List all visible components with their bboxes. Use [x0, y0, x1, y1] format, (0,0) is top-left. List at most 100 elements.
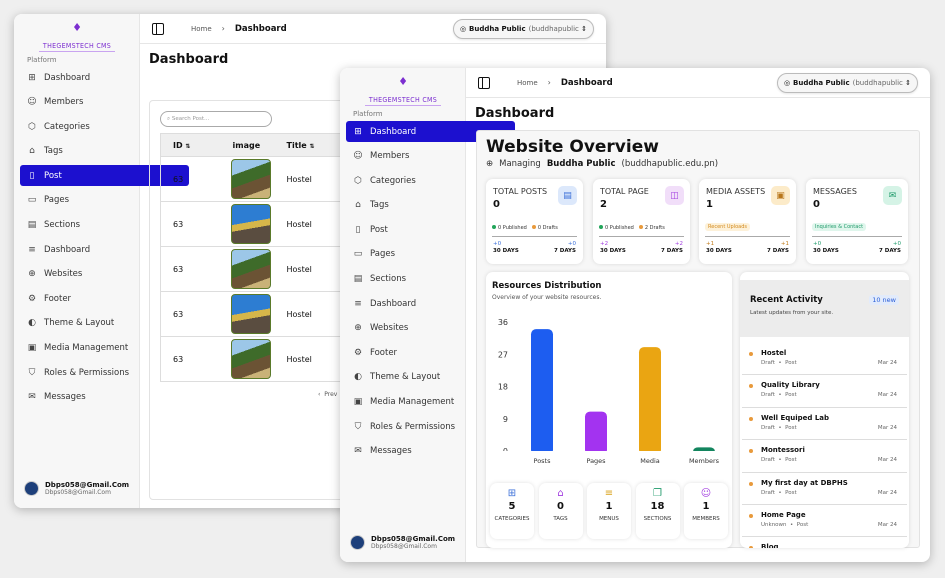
sidebar-item-label: Footer: [370, 347, 398, 358]
bar-media[interactable]: [639, 347, 661, 455]
sidebar-item-websites[interactable]: ⊕ Websites: [346, 318, 460, 339]
activity-item[interactable]: Hostel Draft • Post Mar 24: [742, 343, 907, 376]
breadcrumb-home[interactable]: Home: [517, 78, 538, 87]
page-title: Dashboard: [149, 52, 229, 67]
sidebar-item-theme-layout[interactable]: ◐ Theme & Layout: [20, 313, 134, 334]
breadcrumb-home[interactable]: Home: [191, 24, 212, 33]
cell-id: 63: [160, 336, 221, 382]
count-card-members[interactable]: ☺ 1 MEMBERS: [684, 483, 728, 539]
column-id[interactable]: ID ⇅: [160, 133, 221, 157]
pages-icon: ▭: [27, 195, 37, 206]
sidebar-item-label: Websites: [370, 323, 409, 334]
post-thumbnail: [230, 204, 271, 244]
search-input[interactable]: ⌕ Search Post...: [160, 111, 272, 127]
sidebar-item-pages[interactable]: ▭ Pages: [20, 190, 134, 211]
bar-pages[interactable]: [585, 411, 607, 455]
sidebar-toggle-icon[interactable]: [152, 22, 164, 35]
stat-value: 0: [493, 199, 500, 210]
avatar: [350, 535, 365, 550]
user-profile[interactable]: Dbps058@Gmail.Com Dbps058@Gmail.Com: [350, 535, 455, 550]
sidebar-item-footer[interactable]: ⚙ Footer: [20, 288, 134, 309]
activity-item[interactable]: Home Page Unknown • Post Mar 24: [742, 505, 907, 538]
gem-icon: ♦: [398, 75, 408, 88]
sidebar-item-media-management[interactable]: ▣ Media Management: [20, 338, 134, 359]
sidebar-item-sections[interactable]: ▤ Sections: [346, 269, 460, 290]
layout-icon: ◫: [665, 186, 684, 205]
stat-card-messages[interactable]: MESSAGES 0 ✉ Inquiries & Contact +0 30 DAY…: [806, 179, 908, 264]
website-overview: Website Overview ⊕ Managing Buddha Public(…: [476, 130, 920, 548]
mail-icon: ✉: [354, 446, 362, 457]
sidebar-item-theme-layout[interactable]: ◐ Theme & Layout: [346, 367, 460, 388]
sidebar-item-categories[interactable]: ⬡ Categories: [346, 170, 460, 191]
post-thumbnail: [230, 249, 271, 289]
sidebar-item-tags[interactable]: ⌂ Tags: [20, 141, 134, 162]
user-name: Dbps058@Gmail.Com: [45, 481, 130, 489]
sidebar-item-label: Roles & Permissions: [44, 367, 130, 378]
activity-item[interactable]: Montessori Draft • Post Mar 24: [742, 440, 907, 473]
globe-icon: ⊕: [28, 269, 36, 280]
grid-icon: ⊞: [354, 126, 362, 137]
stat-card-total-page[interactable]: TOTAL PAGE 2 ◫ 0 Published 2 Drafts +2 30 D…: [593, 179, 690, 264]
sidebar-item-tags[interactable]: ⌂ Tags: [346, 195, 460, 216]
sort-icon: ⇅: [309, 142, 315, 150]
count-card-sections[interactable]: ❐ 18 SECTIONS: [635, 483, 680, 539]
sidebar-toggle-icon[interactable]: [478, 76, 490, 89]
stat-card-media-assets[interactable]: MEDIA ASSETS 1 ▣ Recent Uploads +1 30 DAYS…: [699, 179, 796, 264]
activity-item[interactable]: Well Equiped Lab Draft • Post Mar 24: [742, 408, 907, 441]
managing-line: ⊕ Managing Buddha Public (buddhapublic.edu.…: [486, 159, 719, 169]
user-name: Dbps058@Gmail.Com: [371, 535, 456, 543]
sidebar-item-websites[interactable]: ⊕ Websites: [20, 264, 134, 285]
recent-activity-card: Recent Activity Latest updates from your …: [740, 272, 909, 548]
stat-card-total-posts[interactable]: TOTAL POSTS 0 ▤ 0 Published 0 Drafts +0 30 …: [486, 179, 583, 264]
sidebar-item-pages[interactable]: ▭ Pages: [346, 244, 460, 265]
users-icon: ☺: [353, 151, 363, 162]
sidebar-item-post[interactable]: ▯ Post: [346, 219, 460, 240]
sidebar-item-roles-permissions[interactable]: ⛉ Roles & Permissions: [346, 416, 460, 437]
sidebar-item-members[interactable]: ☺ Members: [20, 92, 134, 113]
activity-item[interactable]: Quality Library Draft • Post Mar 24: [742, 375, 907, 408]
sidebar-item-dashboard[interactable]: ⊞ Dashboard: [20, 67, 134, 88]
image-icon: ▣: [771, 186, 790, 205]
sidebar-item-members[interactable]: ☺ Members: [346, 146, 460, 167]
breadcrumb: Home › Dashboard: [191, 24, 287, 34]
count-card-menus[interactable]: ≡ 1 MENUS: [587, 483, 631, 539]
count-card-categories[interactable]: ⊞ 5 CATEGORIES: [490, 483, 534, 539]
sidebar-item-messages[interactable]: ✉ Messages: [20, 387, 134, 408]
sidebar-item-sections[interactable]: ▤ Sections: [20, 215, 134, 236]
shield-icon: ⛉: [354, 421, 362, 432]
sidebar-item-dashboard[interactable]: ≡ Dashboard: [346, 293, 460, 314]
sidebar-item-media-management[interactable]: ▣ Media Management: [346, 392, 460, 413]
logo: ♦ THEGEMSTECH CMS: [340, 76, 466, 106]
site-selector[interactable]: ◎ Buddha Public (buddhapublic ⇕: [776, 73, 918, 93]
pagination-prev[interactable]: ‹ Prev: [318, 391, 338, 398]
sidebar-item-messages[interactable]: ✉ Messages: [346, 441, 460, 462]
x-tick-label: Members: [689, 457, 720, 465]
bar-posts[interactable]: [531, 329, 553, 455]
sidebar-item-label: Categories: [44, 121, 90, 132]
users-icon: ☺: [27, 97, 37, 108]
copy-icon: ❐: [653, 488, 662, 499]
sidebar-item-categories[interactable]: ⬡ Categories: [20, 116, 134, 137]
file-icon: ▯: [29, 170, 35, 181]
gear-icon: ⚙: [27, 293, 37, 304]
image-icon: ▣: [27, 343, 37, 354]
post-thumbnail: [230, 159, 271, 199]
sidebar-item-label: Tags: [370, 200, 389, 211]
chevron-updown-icon: ⇕: [902, 79, 911, 87]
chart-subtitle: Overview of your website resources.: [492, 294, 602, 301]
user-profile[interactable]: Dbps058@Gmail.Com Dbps058@Gmail.Com: [24, 481, 129, 496]
activity-item[interactable]: My first day at DBPHS Draft • Post Mar 24: [742, 473, 907, 505]
sidebar-item-roles-permissions[interactable]: ⛉ Roles & Permissions: [20, 362, 134, 383]
count-card-tags[interactable]: ⌂ 0 TAGS: [538, 483, 583, 539]
chevron-right-icon: ›: [221, 24, 225, 33]
sidebar-item-post[interactable]: ▯ Post: [20, 165, 189, 187]
site-selector[interactable]: ◎ Buddha Public (buddhapublic ⇕: [452, 19, 594, 39]
column-image: image: [220, 133, 287, 157]
sidebar-item-dashboard[interactable]: ⊞ Dashboard: [346, 121, 515, 142]
chevron-updown-icon: ⇕: [578, 25, 587, 33]
sidebar-item-label: Theme & Layout: [370, 372, 441, 383]
sidebar-item-footer[interactable]: ⚙ Footer: [346, 342, 460, 363]
sidebar-item-label: Pages: [370, 249, 396, 260]
sidebar-item-dashboard[interactable]: ≡ Dashboard: [20, 239, 134, 260]
